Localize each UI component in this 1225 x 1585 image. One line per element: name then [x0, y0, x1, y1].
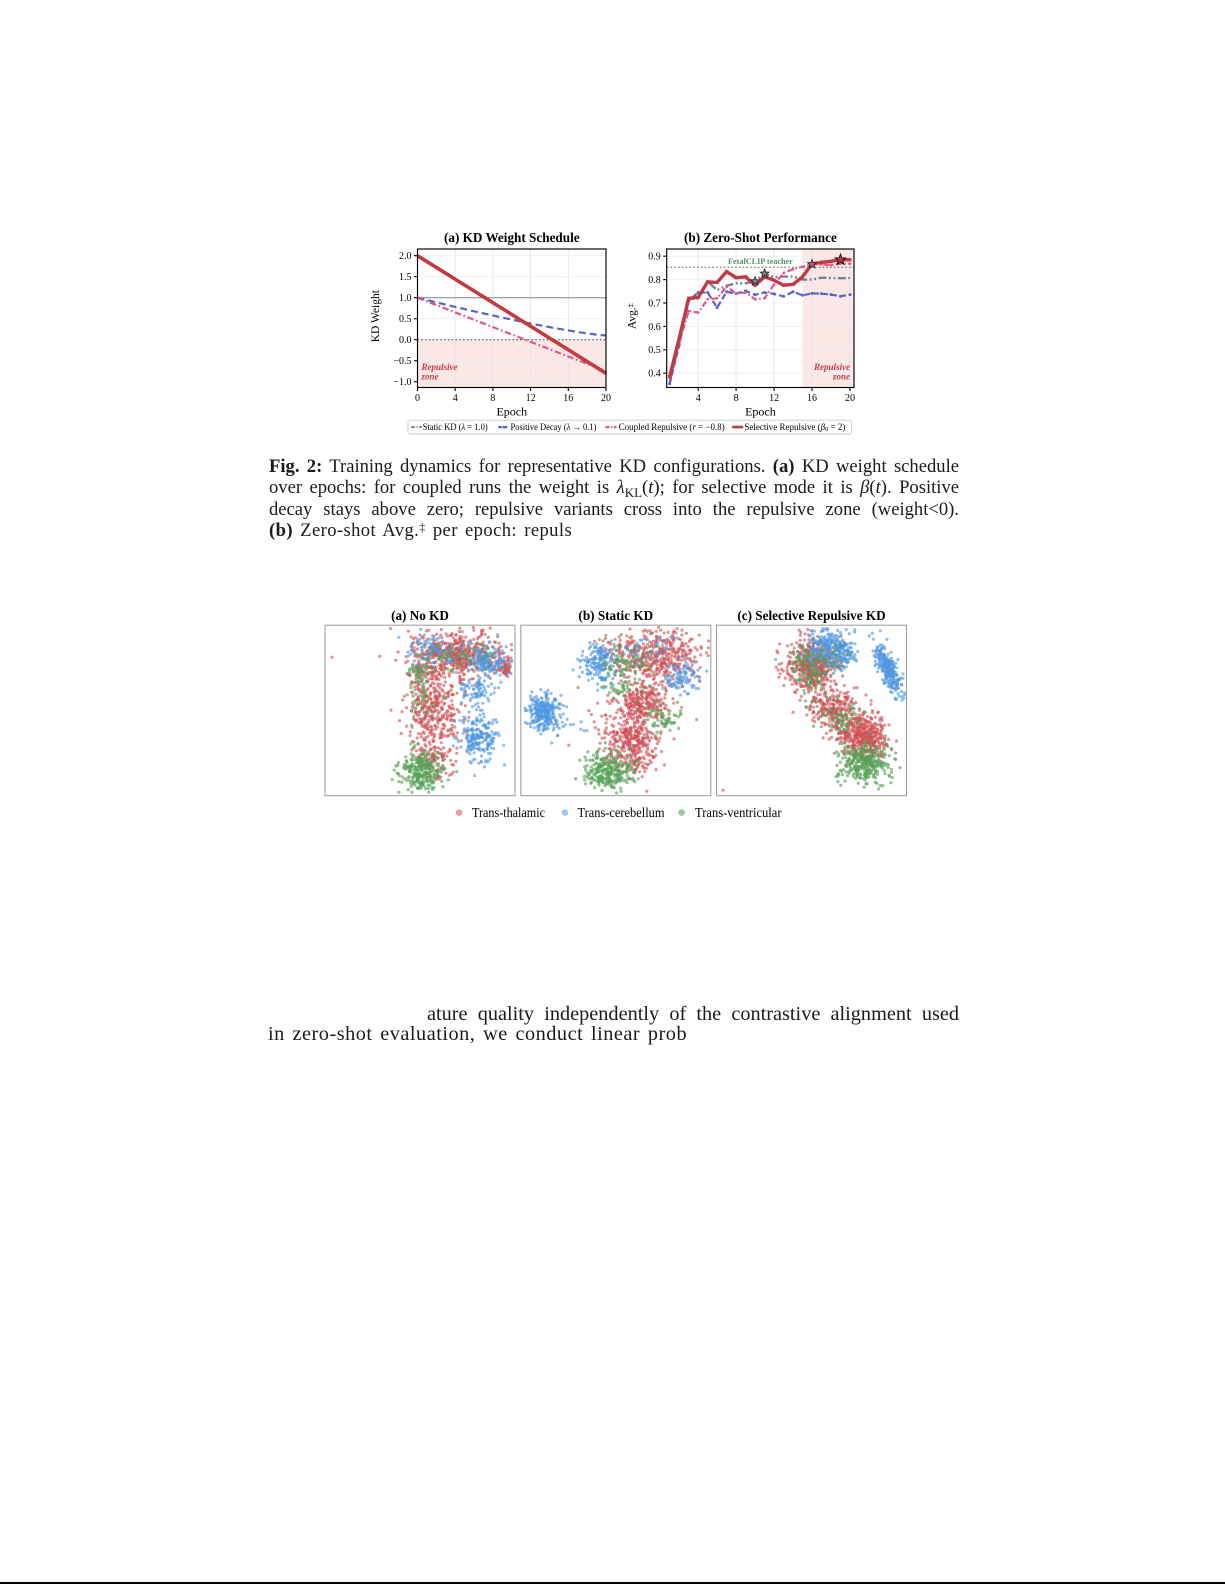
svg-text:0.5: 0.5: [399, 314, 412, 325]
svg-text:2.0: 2.0: [399, 251, 412, 262]
svg-text:zone: zone: [832, 372, 850, 382]
svg-text:FetalCLIP teacher: FetalCLIP teacher: [728, 257, 793, 266]
svg-text:4: 4: [696, 393, 701, 404]
svg-text:1.5: 1.5: [399, 272, 412, 283]
svg-text:zone: zone: [421, 372, 439, 382]
svg-text:0.5: 0.5: [648, 345, 661, 356]
svg-text:Epoch: Epoch: [496, 405, 527, 419]
svg-text:Selective Repulsive (β0 = 2): Selective Repulsive (β0 = 2): [744, 422, 845, 433]
svg-text:−1.0: −1.0: [393, 377, 411, 388]
svg-text:0.6: 0.6: [648, 322, 661, 333]
svg-text:(b) Zero-Shot Performance: (b) Zero-Shot Performance: [684, 230, 837, 245]
svg-text:Repulsive: Repulsive: [421, 362, 458, 372]
svg-text:Repulsive: Repulsive: [813, 362, 850, 372]
svg-text:8: 8: [490, 393, 495, 404]
svg-text:Positive Decay (λ → 0.1): Positive Decay (λ → 0.1): [511, 422, 597, 432]
svg-text:4: 4: [453, 393, 458, 404]
svg-text:Coupled Repulsive (r = −0.8): Coupled Repulsive (r = −0.8): [619, 422, 725, 432]
svg-text:(b) Static KD: (b) Static KD: [578, 608, 653, 623]
svg-text:Epoch: Epoch: [745, 405, 776, 419]
svg-text:−0.5: −0.5: [393, 356, 411, 367]
svg-text:0.0: 0.0: [399, 335, 412, 346]
svg-text:16: 16: [807, 393, 817, 404]
svg-text:KD Weight: KD Weight: [370, 289, 382, 342]
svg-text:(a) No KD: (a) No KD: [391, 608, 449, 623]
svg-text:0.8: 0.8: [648, 275, 661, 286]
svg-text:Avg.‡: Avg.‡: [626, 303, 638, 329]
svg-text:(a) KD Weight Schedule: (a) KD Weight Schedule: [444, 230, 580, 245]
svg-text:16: 16: [563, 393, 573, 404]
svg-text:12: 12: [526, 393, 536, 404]
svg-text:0.9: 0.9: [648, 252, 661, 263]
svg-text:20: 20: [601, 393, 611, 404]
svg-text:12: 12: [769, 393, 779, 404]
svg-text:0: 0: [415, 393, 420, 404]
svg-text:8: 8: [734, 393, 739, 404]
svg-text:0.7: 0.7: [648, 298, 661, 309]
svg-text:Static KD (λ = 1.0): Static KD (λ = 1.0): [423, 422, 488, 432]
svg-text:(c) Selective Repulsive KD: (c) Selective Repulsive KD: [737, 608, 885, 623]
svg-text:0.4: 0.4: [648, 369, 661, 380]
svg-text:20: 20: [845, 393, 855, 404]
svg-text:1.0: 1.0: [399, 293, 412, 304]
